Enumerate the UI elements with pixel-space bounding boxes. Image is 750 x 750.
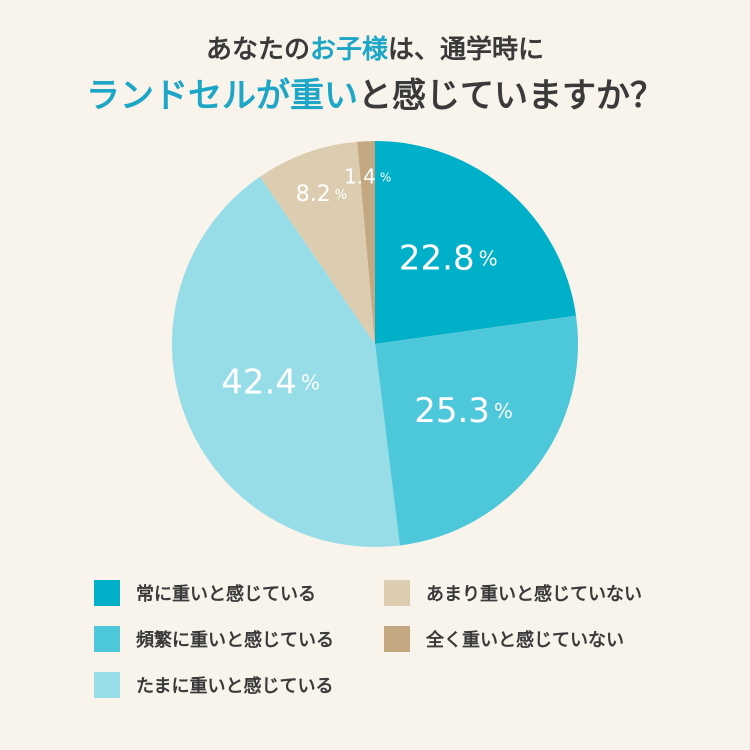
pie-slice-3 — [172, 176, 400, 547]
legend-item-1: 常に重いと感じている — [94, 580, 316, 606]
pie-slice-4 — [259, 141, 375, 344]
legend-label: 全く重いと感じていない — [426, 630, 624, 651]
slice-label-1: 22.8% — [399, 238, 498, 278]
chart-title-line2: ランドセルが重いと感じていますか？ — [86, 76, 664, 116]
pie-slice-5 — [357, 141, 375, 344]
legend-swatch — [384, 580, 410, 606]
slice-label-3: 42.4% — [221, 362, 320, 402]
legend-label: あまり重いと感じていない — [426, 584, 642, 605]
slice-label-2: 25.3% — [414, 390, 513, 430]
legend-item-4: あまり重いと感じていない — [384, 580, 642, 606]
legend-swatch — [384, 626, 410, 652]
legend-swatch — [94, 672, 120, 698]
legend-item-3: たまに重いと感じている — [94, 672, 333, 698]
slice-label-4: 8.2% — [296, 182, 347, 207]
legend-item-5: 全く重いと感じていない — [384, 626, 624, 652]
legend-item-2: 頻繁に重いと感じている — [94, 626, 334, 652]
legend-swatch — [94, 626, 120, 652]
legend-label: 頻繁に重いと感じている — [136, 630, 334, 651]
legend-label: 常に重いと感じている — [136, 584, 316, 605]
legend-label: たまに重いと感じている — [136, 676, 334, 697]
pie-slice-1 — [375, 141, 577, 344]
pie-slice-2 — [375, 315, 579, 546]
legend-swatch — [94, 580, 120, 606]
slice-label-5: 1.4% — [344, 164, 391, 188]
chart-title-line1: あなたのお子様は、通学時に — [205, 35, 545, 65]
